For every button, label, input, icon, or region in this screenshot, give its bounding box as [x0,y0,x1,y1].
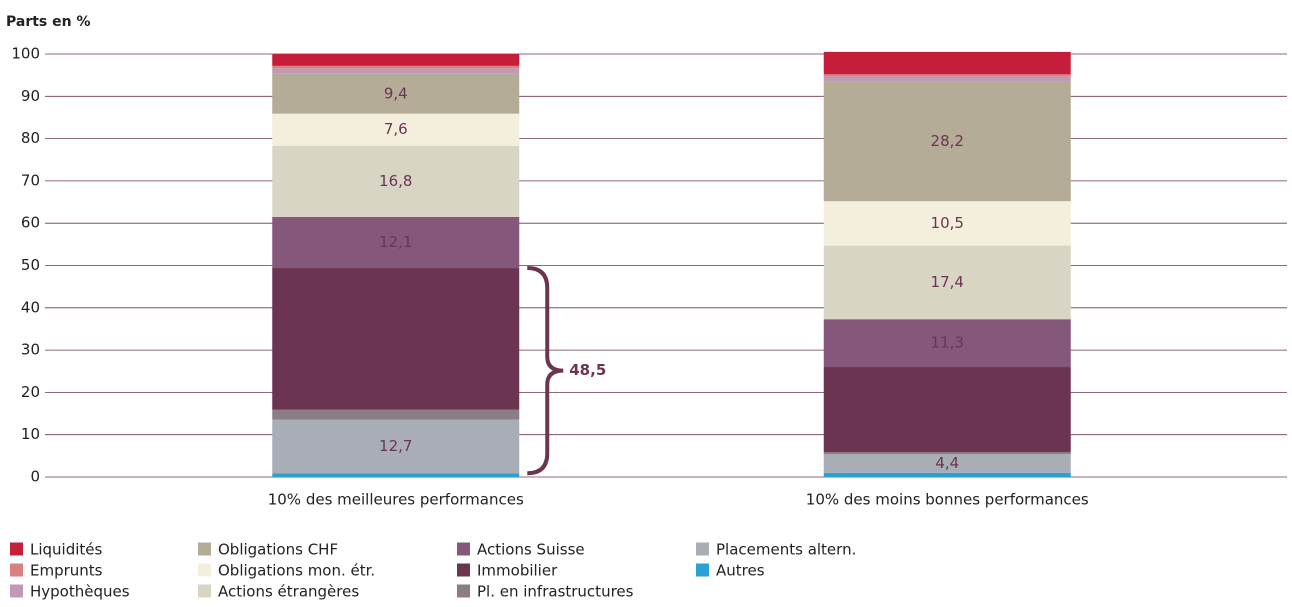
bar-segment [823,319,1071,368]
y-tick-label: 60 [21,214,40,232]
value-label: 12,7 [379,437,412,455]
bar-segment [272,473,520,477]
y-tick-label: 70 [21,171,40,189]
bar-segment [823,367,1071,453]
legend-swatch [457,542,470,556]
y-tick-label: 40 [21,298,40,316]
legend-label: Obligations mon. étr. [218,562,375,580]
y-tick-label: 80 [21,129,40,147]
bar-segment [272,73,520,114]
bar-segment [272,113,520,146]
value-label: 17,4 [931,273,964,291]
bar-segment [823,201,1071,246]
legend-label: Actions Suisse [477,541,585,559]
bar-segment [823,74,1071,77]
legend-swatch [10,563,23,577]
legend-label: Actions étrangères [218,583,359,601]
y-tick-label: 0 [30,468,40,486]
bar-segment [823,81,1071,202]
bar-segment [823,452,1071,455]
annotation: 48,5 [569,361,606,379]
bar-segment [272,54,520,66]
y-tick-label: 50 [21,256,40,274]
legend-swatch [696,542,709,556]
legend-label: Autres [716,562,765,580]
y-tick-label: 10 [21,425,40,443]
x-tick-label: 10% des meilleures performances [268,491,524,509]
value-label: 9,4 [384,84,408,102]
y-tick-label: 90 [21,87,40,105]
bar-segment [272,216,520,269]
bar-segment [823,76,1071,82]
legend-swatch [10,542,23,556]
legend-swatch [198,563,211,577]
legend-swatch [198,584,211,598]
value-label: 16,8 [379,172,412,190]
bar-segment [823,472,1071,477]
bar-segment [272,419,520,474]
value-label: 11,3 [931,334,964,352]
legend-swatch [10,584,23,598]
legend-label: Liquidités [30,541,103,559]
bar-segment [823,245,1071,320]
value-label: 33,5 [379,329,412,347]
legend-label: Emprunts [30,562,103,580]
legend-swatch [198,542,211,556]
bar-segment [272,268,520,410]
bar-segment [272,145,520,217]
legend-swatch [696,563,709,577]
y-tick-label: 30 [21,341,40,359]
y-axis-label: Parts en % [6,14,91,30]
bar-segment [272,409,520,420]
legend-label: Immobilier [477,562,558,580]
bar-segment [823,51,1071,75]
bar-segment [272,68,520,74]
value-label: 4,4 [935,454,959,472]
value-label: 12,1 [379,233,412,251]
value-label: 20,1 [931,400,964,418]
bar-segment [272,65,520,69]
legend-label: Pl. en infrastructures [477,583,634,601]
legend-label: Obligations CHF [218,541,338,559]
legend-label: Hypothèques [30,583,130,601]
value-label: 10,5 [931,214,964,232]
brace [527,266,564,476]
legend-swatch [457,584,470,598]
x-tick-label: 10% des moins bonnes performances [806,491,1089,509]
legend-swatch [457,563,470,577]
y-tick-label: 20 [21,383,40,401]
legend-label: Placements altern. [716,541,856,559]
y-tick-label: 100 [11,45,40,63]
bar-segment [823,454,1071,473]
value-label: 7,6 [384,120,408,138]
value-label: 28,2 [931,132,964,150]
